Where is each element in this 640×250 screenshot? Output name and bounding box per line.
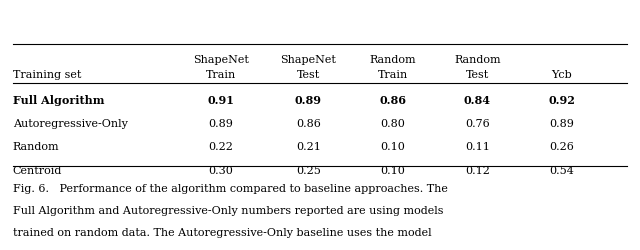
Text: 0.89: 0.89: [550, 119, 574, 129]
Text: 0.21: 0.21: [296, 142, 321, 152]
Text: 0.92: 0.92: [548, 94, 575, 106]
Text: ShapeNet: ShapeNet: [280, 55, 337, 65]
Text: Test: Test: [297, 70, 320, 80]
Text: 0.89: 0.89: [295, 94, 322, 106]
Text: Random: Random: [454, 55, 500, 65]
Text: 0.11: 0.11: [465, 142, 490, 152]
Text: 0.26: 0.26: [550, 142, 574, 152]
Text: Autoregressive-Only: Autoregressive-Only: [13, 119, 127, 129]
Text: 0.10: 0.10: [381, 142, 405, 152]
Text: 0.25: 0.25: [296, 166, 321, 176]
Text: 0.80: 0.80: [381, 119, 405, 129]
Text: trained on random data. The Autoregressive-Only baseline uses the model: trained on random data. The Autoregressi…: [13, 228, 431, 238]
Text: 0.76: 0.76: [465, 119, 490, 129]
Text: Centroid: Centroid: [13, 166, 62, 176]
Text: Full Algorithm: Full Algorithm: [13, 94, 104, 106]
Text: 0.86: 0.86: [296, 119, 321, 129]
Text: Test: Test: [466, 70, 489, 80]
Text: 0.54: 0.54: [550, 166, 574, 176]
Text: 0.89: 0.89: [209, 119, 233, 129]
Text: Train: Train: [205, 70, 236, 80]
Text: 0.86: 0.86: [380, 94, 406, 106]
Text: 0.10: 0.10: [381, 166, 405, 176]
Text: Fig. 6.   Performance of the algorithm compared to baseline approaches. The: Fig. 6. Performance of the algorithm com…: [13, 184, 447, 194]
Text: Training set: Training set: [13, 70, 81, 80]
Text: Random: Random: [13, 142, 60, 152]
Text: Ycb: Ycb: [552, 70, 572, 80]
Text: Full Algorithm and Autoregressive-Only numbers reported are using models: Full Algorithm and Autoregressive-Only n…: [13, 206, 444, 216]
Text: Train: Train: [378, 70, 408, 80]
Text: 0.91: 0.91: [207, 94, 234, 106]
Text: 0.84: 0.84: [464, 94, 491, 106]
Text: ShapeNet: ShapeNet: [193, 55, 249, 65]
Text: 0.12: 0.12: [465, 166, 490, 176]
Text: Random: Random: [370, 55, 416, 65]
Text: 0.22: 0.22: [209, 142, 233, 152]
Text: 0.30: 0.30: [209, 166, 233, 176]
